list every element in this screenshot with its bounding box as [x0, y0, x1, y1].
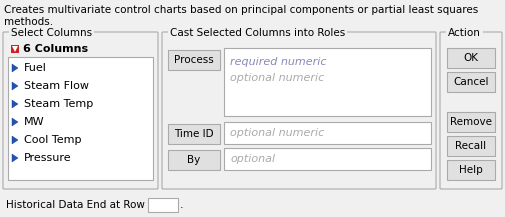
Text: Remove: Remove [450, 117, 492, 127]
Text: Cancel: Cancel [453, 77, 489, 87]
FancyBboxPatch shape [162, 32, 436, 189]
Text: Help: Help [459, 165, 483, 175]
Bar [447, 136, 495, 156]
Text: Fuel: Fuel [24, 63, 47, 73]
Text: methods.: methods. [4, 17, 53, 27]
Text: required numeric: required numeric [230, 57, 327, 67]
Polygon shape [12, 46, 18, 52]
Bar [224, 122, 431, 144]
Polygon shape [12, 82, 18, 90]
Text: optional: optional [230, 154, 275, 164]
Bar [148, 198, 178, 212]
Text: Cast Selected Columns into Roles: Cast Selected Columns into Roles [170, 28, 345, 38]
Polygon shape [12, 154, 18, 162]
Polygon shape [12, 64, 18, 72]
Bar [447, 160, 495, 180]
Text: .: . [180, 200, 184, 210]
Text: Cool Temp: Cool Temp [24, 135, 81, 145]
Text: Time ID: Time ID [174, 129, 214, 139]
Polygon shape [12, 136, 18, 144]
Text: By: By [187, 155, 200, 165]
Text: Pressure: Pressure [24, 153, 72, 163]
Polygon shape [12, 118, 18, 126]
Text: 6 Columns: 6 Columns [23, 44, 88, 54]
Bar [8, 57, 153, 180]
Text: Action: Action [448, 28, 481, 38]
FancyBboxPatch shape [440, 32, 502, 189]
Bar [447, 112, 495, 132]
Text: OK: OK [464, 53, 479, 63]
Text: Creates multivariate control charts based on principal components or partial lea: Creates multivariate control charts base… [4, 5, 478, 15]
Bar [224, 48, 431, 116]
Bar [168, 50, 220, 70]
Text: MW: MW [24, 117, 44, 127]
Bar [447, 72, 495, 92]
FancyBboxPatch shape [3, 32, 158, 189]
Text: Steam Flow: Steam Flow [24, 81, 89, 91]
Bar [168, 124, 220, 144]
Text: optional numeric: optional numeric [230, 73, 324, 83]
Text: Recall: Recall [456, 141, 486, 151]
Text: Process: Process [174, 55, 214, 65]
Bar [224, 148, 431, 170]
Text: Historical Data End at Row: Historical Data End at Row [6, 200, 145, 210]
Bar [447, 48, 495, 68]
Bar [11, 45, 19, 53]
Bar [168, 150, 220, 170]
Text: optional numeric: optional numeric [230, 128, 324, 138]
Polygon shape [12, 100, 18, 108]
Text: Select Columns: Select Columns [11, 28, 92, 38]
Text: Steam Temp: Steam Temp [24, 99, 93, 109]
